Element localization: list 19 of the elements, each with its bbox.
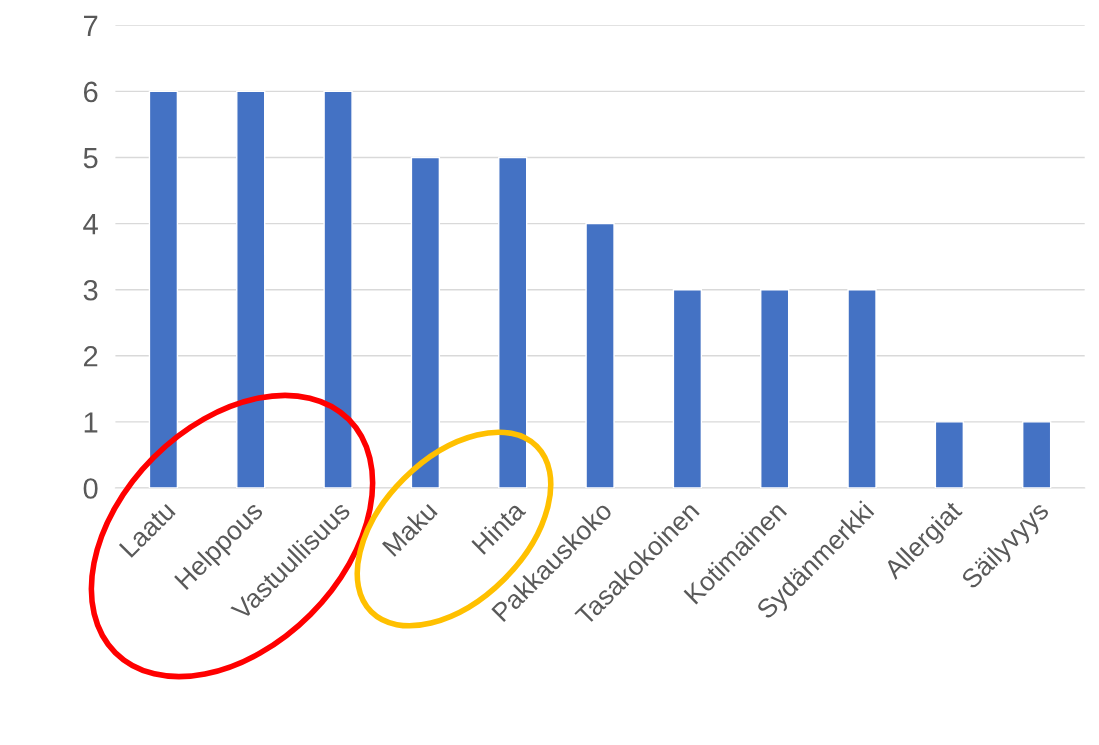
- bar: [148, 90, 179, 488]
- bar: [236, 90, 266, 488]
- y-tick-label: 1: [84, 412, 98, 433]
- y-tick-label: 5: [83, 148, 98, 169]
- y-tick-label: 2: [83, 345, 98, 367]
- bar: [760, 289, 790, 488]
- y-tick-label: 3: [83, 279, 98, 301]
- y-tick-label: 6: [83, 81, 98, 103]
- bar: [323, 90, 353, 488]
- y-tick-label: 0: [83, 478, 98, 499]
- bar: [498, 156, 528, 488]
- bar: [1022, 421, 1052, 488]
- bar: [847, 289, 877, 488]
- bar: [410, 156, 441, 488]
- bar: [934, 421, 965, 488]
- y-tick-label: 7: [84, 15, 98, 36]
- y-tick-label: 4: [83, 214, 98, 235]
- bar: [672, 289, 703, 488]
- bar: [585, 222, 615, 488]
